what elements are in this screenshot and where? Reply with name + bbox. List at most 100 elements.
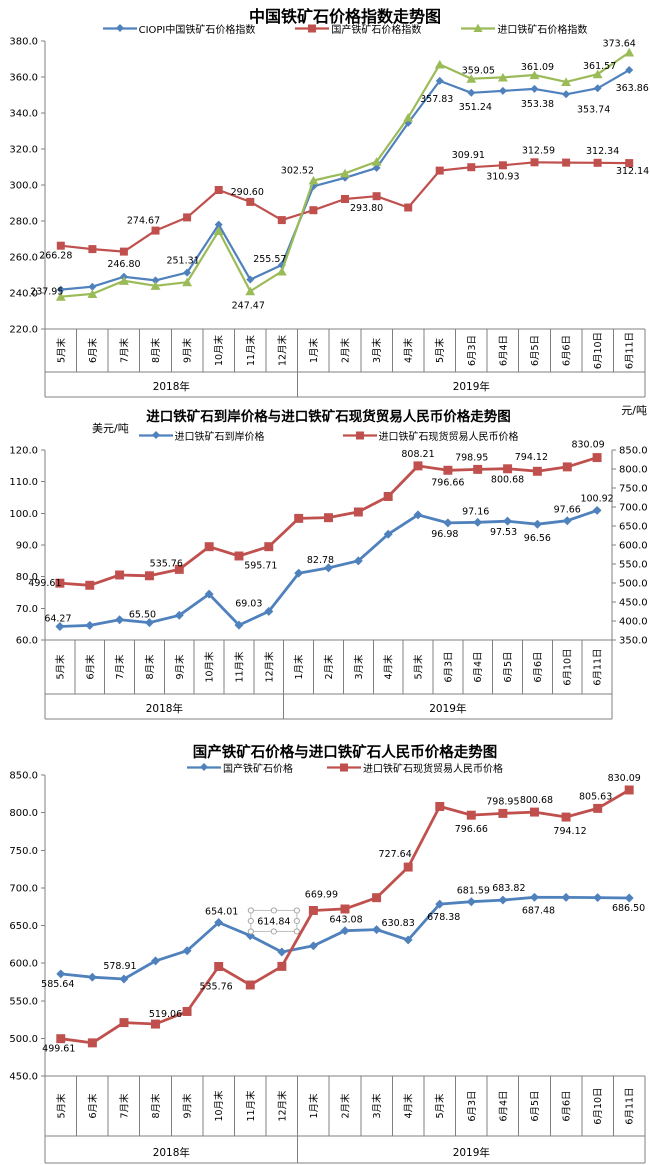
legend-item-label: 进口铁矿石价格指数 bbox=[497, 25, 588, 36]
x-axis-category-label: 6月3日 bbox=[467, 1090, 478, 1121]
selection-handle-icon[interactable] bbox=[293, 917, 300, 925]
x-axis-year-label: 2018年 bbox=[153, 1146, 190, 1159]
x-axis-category-label: 2月末 bbox=[340, 1093, 352, 1119]
data-point-marker bbox=[532, 519, 542, 529]
chart-2: 60.0 70.0 80.0 90.0 100.0 110.0 120.0 350.0 400.… bbox=[9, 440, 648, 720]
selection-handle-icon[interactable] bbox=[270, 928, 277, 935]
selection-handle-icon[interactable] bbox=[293, 928, 300, 935]
y2-axis-tick-label: 400.0 bbox=[619, 617, 648, 628]
data-point-marker bbox=[443, 518, 453, 528]
data-point-marker bbox=[151, 276, 160, 285]
x-axis-category-label: 6月5日 bbox=[530, 1090, 541, 1121]
series-1-line bbox=[56, 785, 634, 1048]
data-label: 237.95 bbox=[30, 287, 63, 298]
data-label: 255.57 bbox=[253, 254, 286, 265]
legend-marker-icon bbox=[327, 763, 361, 772]
data-label: 796.66 bbox=[431, 477, 464, 488]
x-axis-category-label: 7月末 bbox=[114, 654, 126, 680]
data-point-marker bbox=[56, 969, 66, 979]
chart2-legend: 进口铁矿石到岸价格 进口铁矿石现货贸易人民币价格 bbox=[45, 428, 612, 443]
legend-marker-icon bbox=[295, 24, 330, 33]
data-point-marker bbox=[372, 893, 382, 903]
data-point-marker bbox=[56, 285, 65, 294]
legend-marker-icon bbox=[102, 24, 137, 32]
y-axis-tick-label: 120.0 bbox=[9, 446, 38, 457]
x-axis-category-label: 10月末 bbox=[204, 651, 216, 683]
y2-axis-tick-label: 550.0 bbox=[619, 560, 648, 571]
data-label: 309.91 bbox=[452, 150, 485, 161]
data-point-marker bbox=[204, 542, 214, 552]
data-point-marker bbox=[562, 158, 571, 167]
y-axis-tick-label: 220.0 bbox=[9, 325, 38, 336]
data-point-marker bbox=[174, 564, 184, 574]
x-axis-category-label: 6月11日 bbox=[625, 332, 636, 369]
x-axis-category-label: 5月末 bbox=[55, 337, 67, 363]
data-point-marker bbox=[87, 1038, 97, 1048]
data-label: 808.21 bbox=[401, 449, 434, 460]
data-point-marker bbox=[561, 812, 571, 822]
x-axis-category-label: 6月10日 bbox=[593, 1087, 604, 1124]
legend-item: CIOPI中国铁矿石价格指数 bbox=[102, 21, 256, 36]
x-axis-category-label: 6月6日 bbox=[562, 1090, 573, 1121]
selection-handle-icon[interactable] bbox=[247, 917, 254, 925]
y-axis-tick-label: 110.0 bbox=[9, 477, 38, 488]
y-axis-tick-label: 800.0 bbox=[9, 808, 38, 819]
data-label: 678.38 bbox=[427, 912, 460, 923]
data-point-marker bbox=[119, 974, 129, 984]
data-point-marker bbox=[115, 570, 125, 580]
data-point-marker bbox=[145, 571, 154, 581]
data-label: 266.28 bbox=[39, 251, 72, 262]
x-axis-category-label: 10月末 bbox=[213, 334, 225, 366]
selected-data-label[interactable]: 614.84 bbox=[247, 907, 300, 935]
data-point-marker bbox=[593, 84, 602, 93]
data-point-marker bbox=[503, 516, 513, 526]
data-point-marker bbox=[87, 972, 97, 982]
legend-marker-icon bbox=[138, 431, 173, 439]
x-axis-category-label: 6月11日 bbox=[593, 648, 604, 685]
data-label: 65.50 bbox=[129, 610, 156, 621]
selection-handle-icon[interactable] bbox=[293, 907, 300, 914]
data-point-marker bbox=[592, 453, 602, 463]
data-point-marker bbox=[413, 461, 423, 471]
x-axis-category-label: 4月末 bbox=[383, 654, 395, 680]
x-axis-category-label: 3月末 bbox=[371, 1093, 383, 1119]
chart2-right-axis-unit: 元/吨 bbox=[621, 404, 647, 417]
data-label: 246.80 bbox=[107, 259, 140, 270]
legend-item: 国产铁矿石价格指数 bbox=[295, 21, 421, 36]
legend-item: 进口铁矿石价格指数 bbox=[461, 21, 587, 36]
chart2-title: 进口铁矿石到岸价格与进口铁矿石现货贸易人民币价格走势图 bbox=[146, 409, 511, 425]
selection-handle-icon[interactable] bbox=[270, 907, 277, 914]
data-label: 363.86 bbox=[616, 83, 649, 94]
legend-item-label: 国产铁矿石价格指数 bbox=[331, 25, 422, 36]
data-label: 630.83 bbox=[382, 918, 415, 929]
legend-item: 国产铁矿石价格 bbox=[187, 760, 293, 775]
data-label: 361.57 bbox=[583, 61, 616, 72]
y-axis-tick-label: 450.0 bbox=[9, 1072, 38, 1083]
x-axis-category-label: 5月末 bbox=[434, 337, 446, 363]
data-label: 373.64 bbox=[603, 38, 636, 49]
x-axis-category-label: 6月末 bbox=[87, 337, 99, 363]
data-point-marker bbox=[277, 961, 287, 971]
data-point-marker bbox=[276, 266, 287, 276]
x-axis-category-label: 1月末 bbox=[308, 337, 320, 363]
x-axis-category-label: 6月5日 bbox=[530, 335, 541, 366]
data-label: 687.48 bbox=[522, 905, 555, 916]
data-point-marker bbox=[324, 513, 333, 523]
data-point-marker bbox=[593, 893, 603, 903]
data-point-marker bbox=[55, 292, 66, 301]
selection-handle-icon[interactable] bbox=[247, 907, 254, 914]
selection-handle-icon[interactable] bbox=[247, 928, 254, 935]
x-axis-category-label: 6月3日 bbox=[467, 335, 478, 366]
x-axis-category-label: 6月10日 bbox=[593, 332, 604, 369]
data-point-marker bbox=[473, 464, 483, 474]
data-label: 290.60 bbox=[231, 187, 264, 198]
data-point-marker bbox=[529, 892, 539, 902]
data-point-marker bbox=[246, 197, 255, 206]
data-label: 535.76 bbox=[150, 558, 183, 569]
series-0-line bbox=[56, 892, 634, 984]
data-point-marker bbox=[498, 161, 507, 170]
legend-item-label: CIOPI中国铁矿石价格指数 bbox=[138, 25, 256, 36]
data-point-marker bbox=[434, 59, 445, 69]
data-label: 312.34 bbox=[586, 146, 619, 157]
